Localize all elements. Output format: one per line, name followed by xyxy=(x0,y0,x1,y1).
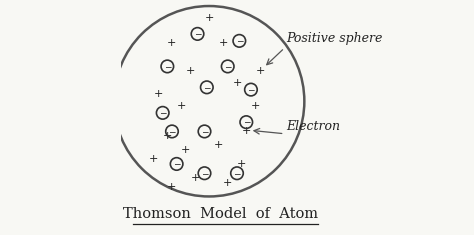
Text: +: + xyxy=(204,13,214,23)
Text: +: + xyxy=(237,159,246,169)
Text: −: − xyxy=(201,169,208,178)
Text: −: − xyxy=(247,85,255,94)
Text: +: + xyxy=(167,182,177,192)
Text: −: − xyxy=(159,108,166,117)
Text: −: − xyxy=(203,83,210,92)
Text: +: + xyxy=(219,38,228,48)
Text: +: + xyxy=(191,173,200,183)
Text: +: + xyxy=(181,145,191,155)
Text: +: + xyxy=(163,131,172,141)
Text: Positive sphere: Positive sphere xyxy=(286,32,382,45)
Text: +: + xyxy=(251,101,260,111)
Text: Thomson  Model  of  Atom: Thomson Model of Atom xyxy=(123,207,319,221)
Text: +: + xyxy=(177,101,186,111)
Text: +: + xyxy=(255,66,265,76)
Text: −: − xyxy=(243,118,250,127)
Text: −: − xyxy=(201,127,208,136)
Text: +: + xyxy=(167,38,177,48)
Text: −: − xyxy=(173,159,181,168)
Text: +: + xyxy=(232,78,242,88)
Text: +: + xyxy=(186,66,195,76)
Text: Electron: Electron xyxy=(286,120,340,133)
Text: −: − xyxy=(194,29,201,38)
Text: +: + xyxy=(242,126,251,137)
Text: −: − xyxy=(164,62,171,71)
Text: −: − xyxy=(236,36,243,45)
Text: −: − xyxy=(168,127,176,136)
Text: −: − xyxy=(233,169,241,178)
Text: +: + xyxy=(154,89,163,99)
Text: +: + xyxy=(214,140,223,150)
Text: −: − xyxy=(224,62,231,71)
Text: +: + xyxy=(149,154,158,164)
Text: +: + xyxy=(223,177,232,188)
